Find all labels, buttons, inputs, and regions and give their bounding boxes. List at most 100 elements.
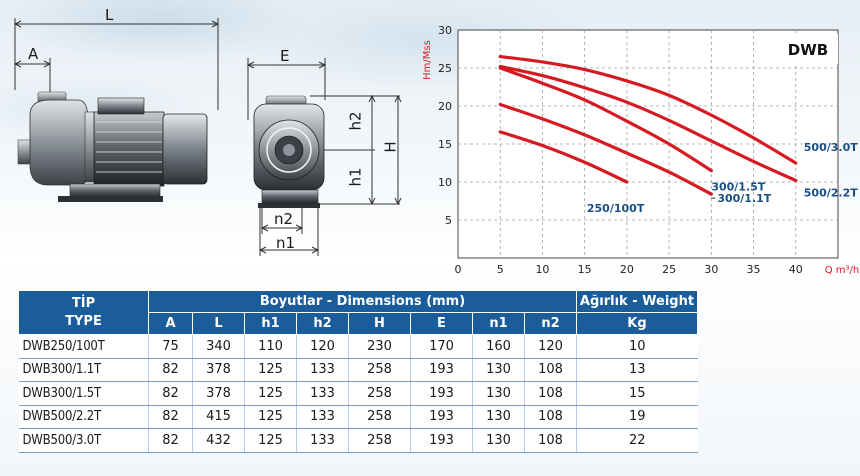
dimension-label-n1: n1 — [276, 234, 296, 252]
column-header-h2: h2 — [296, 312, 349, 335]
chart-plot-area — [457, 29, 839, 259]
pump-drawings-svg — [13, 18, 402, 256]
column-header-a: A — [148, 312, 193, 335]
header-type-label: TYPE — [65, 313, 102, 329]
cell-n1: 130 — [472, 428, 525, 453]
cell-type: DWB300/1.1T — [18, 358, 149, 382]
cell-h1: 125 — [244, 428, 297, 453]
dimensions-table: TİP TYPE Boyutlar - Dimensions (mm) Ağır… — [18, 290, 698, 453]
cell-e: 193 — [410, 358, 473, 382]
cell-type: DWB250/100T — [18, 334, 149, 359]
dimension-label-A: A — [28, 45, 39, 63]
chart-x-tick-label: 10 — [535, 263, 549, 276]
cell-a: 75 — [148, 334, 193, 359]
cell-a: 82 — [148, 405, 193, 429]
table-row: DWB500/3.0T 82 432 125 133 258 193 130 108 22 — [18, 428, 698, 453]
chart-series-label: 250/100T — [587, 202, 645, 215]
cell-weight: 22 — [576, 428, 698, 453]
chart-series-line — [498, 66, 713, 173]
header-type: TİP TYPE — [18, 290, 149, 335]
cell-h2: 133 — [296, 381, 349, 406]
cell-h1: 125 — [244, 381, 297, 406]
cell-n2: 108 — [524, 381, 577, 406]
cell-h1: 125 — [244, 358, 297, 382]
cell-h: 258 — [348, 428, 411, 453]
table-row: DWB500/2.2T 82 415 125 133 258 193 130 108 19 — [18, 405, 698, 429]
cell-h2: 133 — [296, 358, 349, 382]
chart-series-line — [498, 130, 629, 184]
header-tip-label: TİP — [71, 295, 96, 311]
cell-h1: 125 — [244, 405, 297, 429]
cell-h: 230 — [348, 334, 411, 359]
chart-x-tick-label: 5 — [497, 263, 504, 276]
table-row: DWB300/1.1T 82 378 125 133 258 193 130 108 13 — [18, 358, 698, 382]
chart-series-line — [498, 55, 798, 165]
front-view-pump — [253, 95, 325, 208]
performance-chart-svg: 0 5 10 15 20 25 30 35 40 5 10 15 20 25 30 Hm/Mss Q m³/h D… — [422, 24, 860, 276]
cell-n2: 120 — [524, 334, 577, 359]
chart-y-tick-label: 20 — [438, 100, 452, 113]
cell-n2: 108 — [524, 405, 577, 429]
cell-n2: 108 — [524, 428, 577, 453]
column-header-n2: n2 — [524, 312, 577, 335]
cell-e: 193 — [410, 405, 473, 429]
chart-y-tick-label: 10 — [438, 176, 452, 189]
column-header-kg: Kg — [576, 312, 698, 335]
cell-n1: 160 — [472, 334, 525, 359]
chart-y-tick-label: 15 — [438, 138, 452, 151]
chart-x-tick-label: 30 — [704, 263, 718, 276]
dimensions-table-wrapper: TİP TYPE Boyutlar - Dimensions (mm) Ağır… — [18, 290, 698, 453]
chart-x-tick-label: 25 — [662, 263, 676, 276]
table-row: DWB250/100T 75 340 110 120 230 170 160 120 10 — [18, 334, 698, 359]
column-header-l: L — [192, 312, 245, 335]
chart-y-tick-label: 30 — [438, 24, 452, 37]
chart-series-line — [498, 64, 798, 183]
cell-n1: 130 — [472, 381, 525, 406]
table-body: DWB250/100T 75 340 110 120 230 170 160 120 10 DWB3… — [18, 334, 698, 453]
cell-weight: 19 — [576, 405, 698, 429]
cell-e: 193 — [410, 381, 473, 406]
chart-y-tick-label: 25 — [438, 62, 452, 75]
dimension-label-n2: n2 — [274, 210, 294, 228]
cell-type: DWB500/2.2T — [18, 405, 149, 429]
chart-title-box — [776, 34, 838, 64]
cell-h2: 120 — [296, 334, 349, 359]
chart-y-tick-label: 5 — [445, 214, 452, 227]
side-view-pump — [17, 91, 208, 202]
chart-x-tick-label: 20 — [620, 263, 634, 276]
header-dimensions: Boyutlar - Dimensions (mm) — [148, 290, 577, 313]
dimension-label-h2: h2 — [346, 111, 365, 131]
column-header-h: H — [348, 312, 411, 335]
table-row: DWB300/1.5T 82 378 125 133 258 193 130 108 15 — [18, 381, 698, 406]
cell-l: 378 — [192, 381, 245, 406]
cell-type: DWB300/1.5T — [18, 381, 149, 406]
cell-l: 432 — [192, 428, 245, 453]
chart-series-label: 500/3.0T — [804, 141, 858, 154]
column-header-h1: h1 — [244, 312, 297, 335]
cell-h1: 110 — [244, 334, 297, 359]
cell-weight: 13 — [576, 358, 698, 382]
cell-n2: 108 — [524, 358, 577, 382]
cell-n1: 130 — [472, 358, 525, 382]
dimension-label-L: L — [105, 6, 114, 24]
chart-title: DWB — [788, 41, 828, 59]
chart-series-label: 300/1.5T — [711, 181, 765, 194]
header-weight: Ağırlık - Weight — [576, 290, 698, 313]
side-view-dimensions — [13, 18, 220, 110]
dimension-label-H: H — [381, 141, 400, 153]
column-header-e: E — [410, 312, 473, 335]
cell-weight: 10 — [576, 334, 698, 359]
cell-type: DWB500/3.0T — [18, 428, 149, 453]
cell-h: 258 — [348, 381, 411, 406]
chart-series-label: 500/2.2T — [804, 186, 858, 199]
chart-x-tick-label: 40 — [789, 263, 803, 276]
chart-x-axis-label: Q m³/h — [825, 265, 860, 276]
cell-a: 82 — [148, 358, 193, 382]
cell-l: 340 — [192, 334, 245, 359]
dimension-label-E: E — [280, 47, 290, 65]
column-header-n1: n1 — [472, 312, 525, 335]
chart-series-label: 300/1.1T — [717, 192, 771, 205]
cell-l: 415 — [192, 405, 245, 429]
cell-h2: 133 — [296, 405, 349, 429]
